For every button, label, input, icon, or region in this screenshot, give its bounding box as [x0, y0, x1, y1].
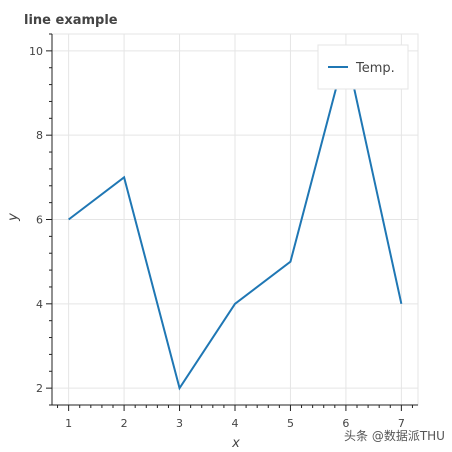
y-tick-label: 6	[36, 214, 43, 227]
y-axis-label: y	[6, 213, 21, 222]
legend: Temp.	[317, 44, 409, 90]
axes: 1 2 3 4 5 6 7 2 4 6 8 10	[29, 33, 418, 430]
y-tick-label: 8	[36, 129, 43, 142]
y-tick-label: 2	[36, 382, 43, 395]
grid	[52, 34, 418, 405]
x-tick-label: 1	[65, 417, 72, 430]
y-tick-label: 10	[29, 45, 43, 58]
x-axis-label: x	[231, 436, 240, 451]
x-tick-label: 4	[232, 417, 239, 430]
y-tick-label: 4	[36, 298, 43, 311]
watermark-text: 头条 @数据派THU	[344, 428, 445, 443]
x-tick-label: 2	[121, 417, 128, 430]
x-tick-label: 7	[398, 417, 405, 430]
chart-title: line example	[24, 13, 118, 28]
x-tick-label: 5	[287, 417, 294, 430]
x-tick-label: 6	[342, 417, 349, 430]
x-tick-label: 3	[176, 417, 183, 430]
legend-label: Temp.	[355, 61, 395, 76]
